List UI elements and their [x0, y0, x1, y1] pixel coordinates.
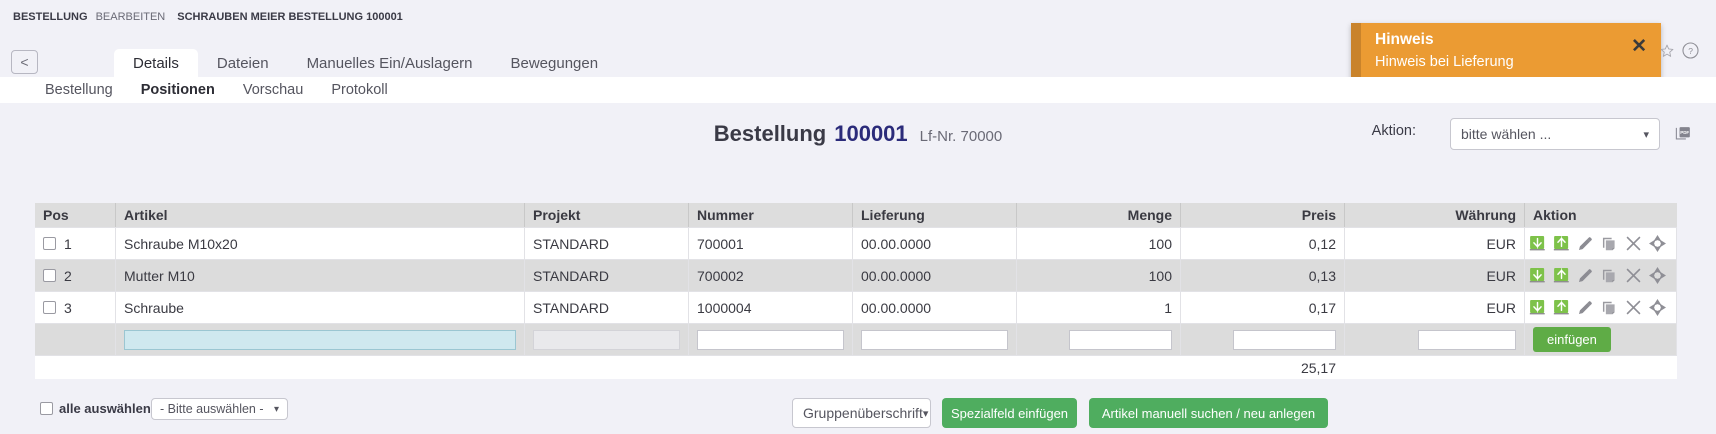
svg-text:PDF: PDF	[1680, 130, 1689, 135]
